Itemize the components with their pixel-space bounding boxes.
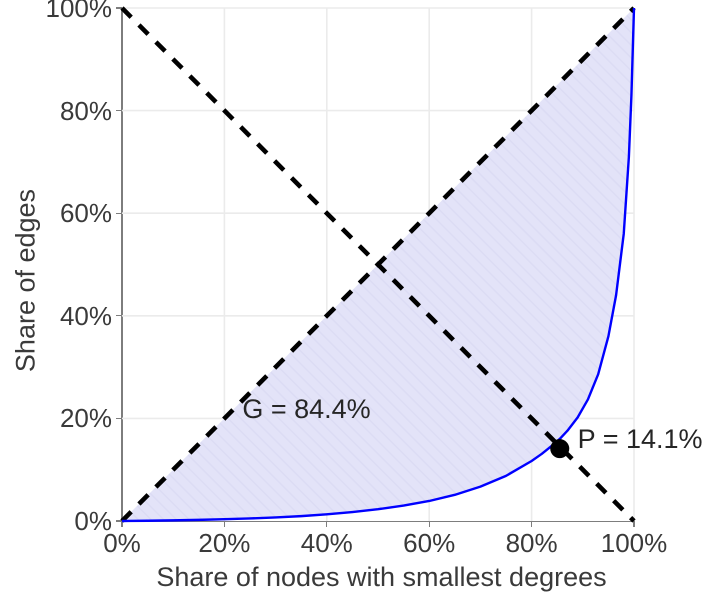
y-tick-label: 40% — [59, 300, 112, 331]
y-tick — [116, 7, 122, 9]
y-axis-title: Share of edges — [10, 188, 41, 373]
lorenz-curve — [121, 7, 636, 523]
anti-diagonal-line — [120, 6, 636, 523]
x-tick-label: 0% — [103, 528, 141, 558]
x-tick — [530, 521, 533, 527]
x-axis-line — [122, 520, 635, 523]
x-tick-label: 60% — [403, 528, 456, 558]
x-tick — [428, 521, 430, 527]
y-tick — [116, 520, 122, 522]
p-point-marker — [550, 439, 570, 459]
x-tick-label: 40% — [300, 528, 353, 558]
x-tick-label: 20% — [198, 528, 251, 558]
x-tick-label: 80% — [505, 528, 558, 558]
y-tick — [116, 212, 122, 214]
x-tick — [326, 521, 328, 527]
gini-annotation: G = 84.4% — [242, 393, 371, 424]
plot-canvas — [120, 6, 636, 523]
y-tick-label: 0% — [74, 506, 112, 536]
plot-area: G = 84.4% P = 14.1% — [120, 6, 703, 523]
x-tick — [633, 521, 635, 527]
y-tick — [116, 417, 122, 420]
x-tick — [223, 521, 226, 527]
x-axis-title: Share of nodes with smallest degrees — [156, 562, 607, 592]
p-annotation: P = 14.1% — [577, 424, 703, 455]
y-tick-label: 100% — [45, 0, 113, 23]
y-tick-label: 80% — [59, 95, 112, 126]
y-tick — [116, 109, 122, 112]
x-tick — [121, 521, 123, 527]
x-tick-label: 100% — [600, 528, 668, 558]
y-tick-label: 20% — [59, 403, 112, 434]
y-tick-label: 60% — [59, 198, 112, 229]
y-axis-line — [121, 8, 123, 522]
y-tick — [116, 315, 122, 317]
